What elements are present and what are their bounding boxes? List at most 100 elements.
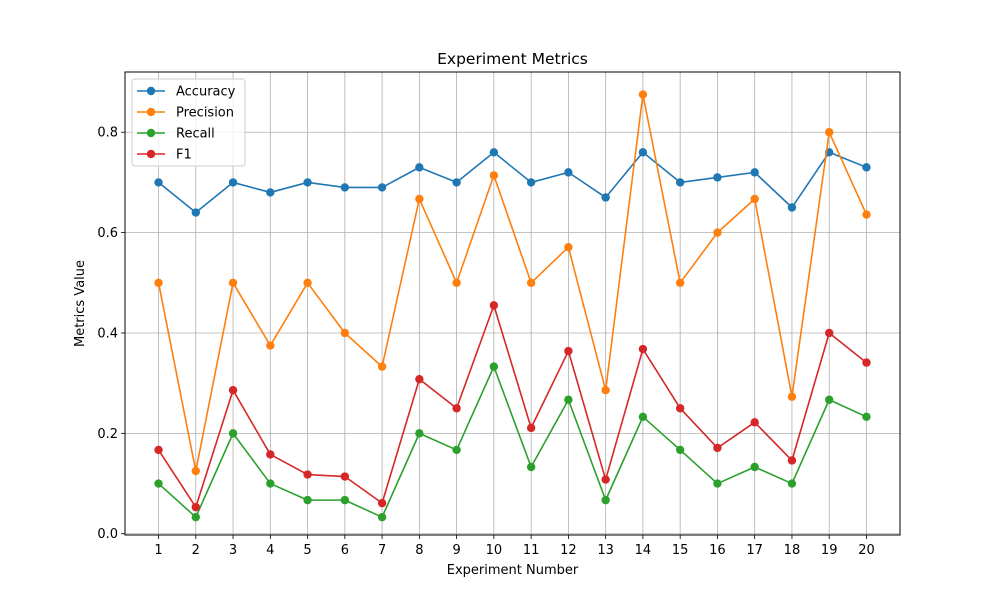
data-point-recall [452, 445, 461, 455]
data-point-precision [452, 278, 461, 287]
x-tick-label: 1 [154, 543, 162, 558]
legend-label: Precision [176, 106, 234, 121]
x-tick-label: 8 [415, 543, 423, 558]
data-point-recall [340, 495, 350, 505]
y-tick-label: 0.6 [97, 226, 118, 241]
x-tick-label: 11 [523, 543, 540, 558]
data-point-accuracy [750, 168, 759, 177]
data-point-recall [787, 479, 797, 488]
data-point-f1 [377, 498, 387, 508]
data-point-accuracy [377, 183, 387, 192]
data-point-recall [228, 429, 238, 438]
data-point-precision [825, 128, 834, 137]
data-point-recall [526, 462, 536, 472]
data-point-accuracy [303, 178, 312, 187]
data-point-f1 [191, 502, 200, 512]
series-group [154, 90, 871, 522]
series-line-f1 [157, 304, 867, 508]
data-point-f1 [713, 443, 722, 453]
legend-item-accuracy: Accuracy [137, 85, 236, 100]
x-axis-label: Experiment Number [447, 563, 579, 578]
legend-item-precision: Precision [137, 106, 234, 121]
legend-marker [146, 86, 156, 96]
data-point-precision [787, 392, 797, 401]
data-point-precision [750, 194, 759, 204]
data-point-accuracy [713, 173, 722, 182]
data-point-f1 [303, 470, 312, 479]
data-point-f1 [564, 346, 573, 356]
data-point-recall [638, 412, 648, 422]
y-tick-label: 0.0 [97, 527, 118, 542]
y-tick-label: 0.8 [97, 126, 118, 141]
data-point-precision [340, 328, 350, 338]
data-point-f1 [750, 418, 759, 427]
legend-item-recall: Recall [137, 127, 215, 142]
x-tick-label: 16 [709, 543, 726, 558]
data-point-accuracy [675, 178, 685, 187]
data-point-f1 [825, 328, 834, 338]
data-point-accuracy [228, 178, 238, 187]
data-point-precision [266, 341, 275, 350]
legend-marker [146, 107, 156, 117]
series-line-precision [157, 93, 868, 472]
data-point-f1 [526, 423, 536, 433]
data-point-accuracy [638, 148, 648, 157]
x-tick-label: 12 [560, 543, 577, 558]
data-point-f1 [601, 475, 610, 484]
legend-label: Recall [176, 127, 215, 142]
data-point-f1 [638, 344, 648, 354]
data-point-recall [415, 429, 424, 438]
data-point-f1 [489, 301, 499, 310]
data-point-recall [303, 495, 312, 505]
data-point-precision [675, 278, 685, 287]
legend: Accuracy Precision Recall F1 [131, 78, 246, 167]
x-tick-label: 6 [341, 543, 349, 558]
series-precision [154, 90, 871, 476]
data-point-precision [564, 242, 573, 252]
plot-frame [124, 71, 901, 536]
data-point-precision [862, 210, 871, 219]
data-point-precision [601, 386, 610, 395]
data-point-accuracy [601, 193, 610, 202]
x-tick-label: 13 [597, 543, 614, 558]
x-tick-label: 3 [229, 543, 237, 558]
legend-marker [146, 128, 156, 138]
data-point-accuracy [862, 163, 871, 172]
y-axis-label: Metrics Value [73, 260, 88, 347]
data-point-f1 [787, 456, 797, 465]
x-tick-label: 5 [303, 543, 311, 558]
data-point-accuracy [489, 148, 499, 157]
x-tick-label: 7 [378, 543, 386, 558]
data-point-recall [601, 495, 610, 505]
series-f1 [154, 301, 871, 512]
x-tick-label: 19 [821, 543, 838, 558]
data-point-precision [415, 194, 424, 204]
data-point-precision [489, 171, 499, 180]
data-point-precision [191, 466, 200, 476]
data-point-f1 [340, 472, 350, 481]
data-point-recall [377, 512, 387, 522]
data-point-accuracy [787, 203, 797, 212]
x-tick-label: 14 [635, 543, 652, 558]
data-point-recall [564, 395, 573, 404]
data-point-accuracy [452, 178, 461, 187]
data-point-precision [228, 278, 238, 287]
x-tick-label: 15 [672, 543, 689, 558]
series-line-accuracy [158, 151, 867, 214]
y-tick-label: 0.4 [97, 326, 118, 341]
y-tick-label: 0.2 [97, 427, 118, 442]
data-point-accuracy [415, 163, 424, 172]
data-point-recall [154, 479, 163, 488]
data-point-recall [675, 445, 685, 455]
data-point-f1 [266, 450, 275, 459]
data-point-f1 [675, 404, 685, 413]
series-line-recall [157, 365, 867, 518]
legend-box [131, 78, 246, 167]
data-point-precision [303, 278, 312, 287]
data-point-recall [750, 462, 759, 472]
data-point-accuracy [526, 178, 536, 187]
x-tick-label: 18 [784, 543, 801, 558]
x-tick-label: 20 [858, 543, 875, 558]
legend-item-f1: F1 [137, 148, 192, 163]
